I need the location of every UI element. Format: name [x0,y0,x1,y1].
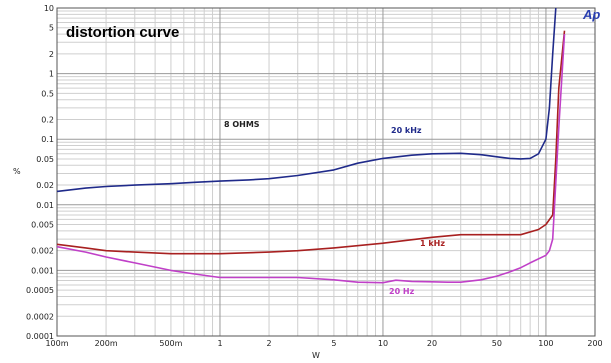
chart-title: distortion curve [66,24,179,41]
x-tick-labels: 100m 200m 500m 1 2 5 10 20 50 100 200 [45,339,602,348]
y-tick-label: 0.05 [36,155,54,164]
y-tick-label: 0.005 [31,221,54,230]
x-tick-label: 200 [587,339,602,348]
x-tick-label: 50 [492,339,502,348]
series-labels: 20 kHz 1 kHz 20 Hz [389,126,445,296]
x-tick-label: 20 [427,339,437,348]
y-tick-label: 1 [49,70,54,79]
x-tick-label: 500m [159,339,182,348]
x-tick-label: 200m [95,339,118,348]
y-tick-label: 0.2 [41,116,54,125]
series-lines [56,7,566,284]
y-tick-label: 0.0005 [26,286,54,295]
x-tick-label: 10 [378,339,388,348]
y-tick-label: 0.1 [41,135,54,144]
ap-logo: Ap [582,7,600,22]
series-line-20-hz [56,34,566,284]
y-tick-label: 0.5 [41,89,54,98]
series-label-1-khz: 1 kHz [420,239,445,248]
y-tick-label: 0.0001 [26,332,54,341]
x-tick-label: 2 [266,339,271,348]
load-annotation: 8 OHMS [224,120,260,129]
plot-frame [56,7,596,337]
y-tick-label: 5 [49,24,54,33]
x-tick-label: 100 [538,339,553,348]
series-label-20-khz: 20 kHz [391,126,422,135]
y-tick-label: 0.001 [31,266,54,275]
y-tick-label: 2 [49,50,54,59]
series-line-1-khz [56,30,566,255]
y-tick-labels: 10 5 2 1 0.5 0.2 0.1 0.05 0.02 0.01 0.005 0.002 0.00… [26,4,54,341]
y-tick-label: 0.0002 [26,312,54,321]
x-axis-label: W [312,351,320,360]
series-label-20-hz: 20 Hz [389,287,415,296]
x-tick-label: 100m [45,339,68,348]
y-tick-label: 0.002 [31,247,54,256]
y-tick-label: 0.01 [36,201,54,210]
series-line-20-khz [56,7,557,193]
x-tick-label: 1 [217,339,222,348]
grid-minor [57,8,596,336]
x-tick-label: 5 [331,339,336,348]
y-axis-label: % [13,167,21,176]
y-tick-label: 10 [44,4,54,13]
y-tick-label: 0.02 [36,181,54,190]
